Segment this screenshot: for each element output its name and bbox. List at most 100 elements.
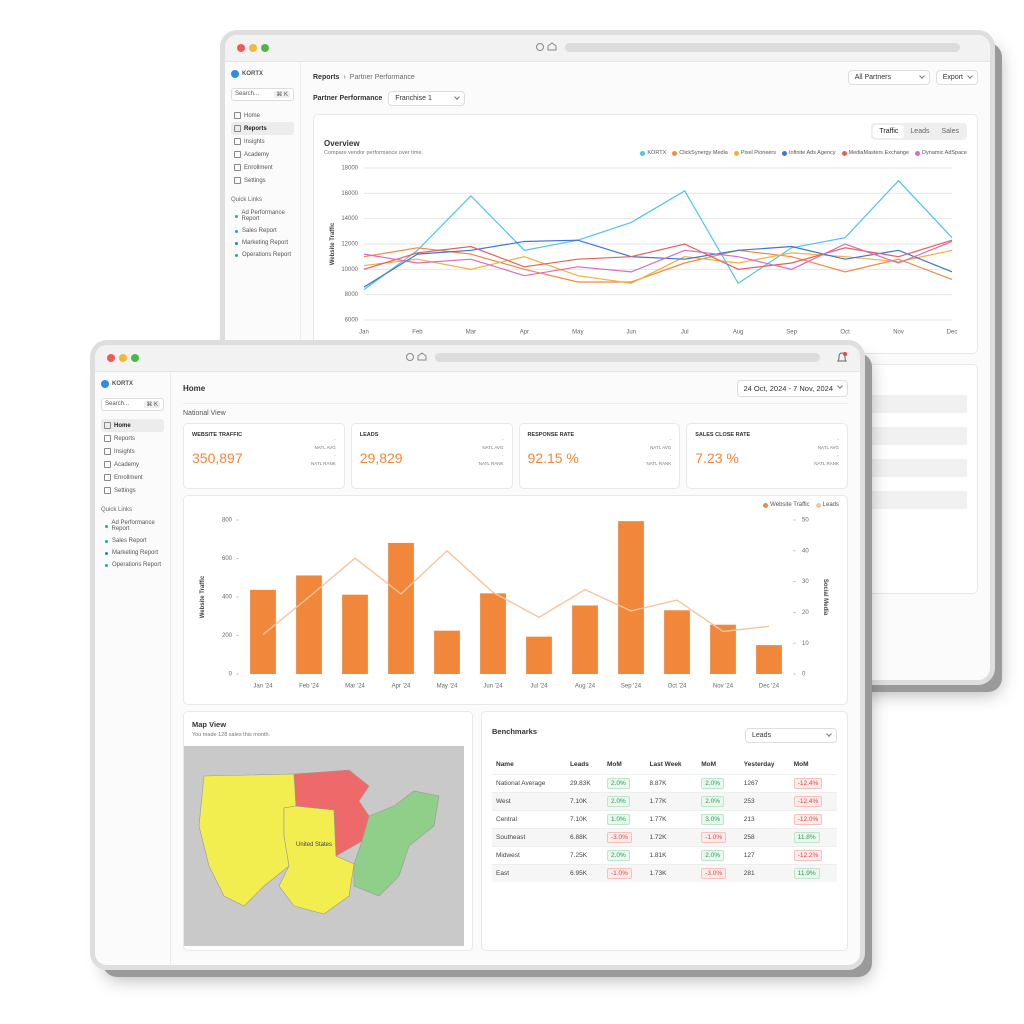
- nav-item[interactable]: Home: [101, 419, 164, 432]
- quick-link[interactable]: Ad Performance Report: [231, 207, 294, 225]
- header-actions: All Partners Export: [847, 70, 978, 85]
- logo-icon: [101, 380, 109, 388]
- table-header[interactable]: Yesterday: [743, 761, 775, 768]
- chart-subtitle: Compare vendor performance over time.: [324, 150, 424, 156]
- bar: [572, 605, 598, 674]
- breadcrumb-item[interactable]: Reports: [313, 74, 340, 81]
- y-tick-label: 600: [222, 556, 233, 562]
- nav-label: Insights: [244, 138, 265, 145]
- legend: KORTX ClickSynergy Media Pixel Pioneers Inf…: [640, 150, 967, 156]
- bar-line-chart: Website Traffic Social Media0200400600800…: [200, 518, 828, 690]
- quick-link-label: Sales Report: [242, 228, 277, 234]
- table-row: Southeast 6.88K -3.0% 1.72K -1.0% 258 11.8%: [492, 828, 837, 847]
- y2-tick-label: 50: [802, 518, 809, 524]
- notification-bell[interactable]: [836, 351, 848, 365]
- nav-item[interactable]: Academy: [101, 458, 164, 471]
- kpi-sub-item: NATL AVG: [482, 445, 504, 450]
- change-pill: -12.4%: [793, 778, 823, 789]
- table-header[interactable]: MoM: [793, 761, 809, 768]
- quick-link[interactable]: Marketing Report: [231, 237, 294, 249]
- partner-dropdown[interactable]: All Partners: [847, 70, 930, 85]
- url-bar[interactable]: [435, 353, 820, 362]
- quick-link-label: Ad Performance Report: [111, 520, 155, 532]
- nav-item[interactable]: Academy: [231, 148, 294, 161]
- nav-item[interactable]: Settings: [101, 484, 164, 497]
- maximize-button[interactable]: [131, 354, 139, 362]
- franchise-dropdown[interactable]: Franchise 1: [388, 91, 466, 106]
- kpi-card: WEBSITE TRAFFIC 350,897 - NATL AVG - NATL RAN…: [183, 423, 345, 489]
- date-range-dropdown[interactable]: 24 Oct, 2024 - 7 Nov, 2024: [736, 380, 848, 397]
- benchmarks-table: Name Leads MoM Last Week MoM Yesterday MoM Nati…: [492, 755, 837, 882]
- nav-item[interactable]: Enrollment: [231, 161, 294, 174]
- cell-text: 1.77K: [649, 798, 667, 805]
- nav-item[interactable]: Reports: [101, 432, 164, 445]
- card-header: Overview Compare vendor performance over…: [324, 123, 967, 156]
- minimize-button[interactable]: [249, 44, 257, 52]
- close-button[interactable]: [237, 44, 245, 52]
- change-pill: -3.0%: [701, 868, 727, 879]
- y2-tick-label: 0: [802, 672, 806, 678]
- search-box[interactable]: Search... ⌘ K: [231, 88, 294, 101]
- change-pill: -1.0%: [606, 868, 632, 879]
- table-header[interactable]: Leads: [570, 761, 589, 768]
- table-header[interactable]: Last Week: [649, 761, 682, 768]
- table-cell: -12.0%: [789, 810, 837, 829]
- nav-item[interactable]: Insights: [101, 445, 164, 458]
- export-button[interactable]: Export: [935, 70, 978, 85]
- table-cell: 3.0%: [697, 810, 740, 829]
- table-cell: 127: [739, 846, 790, 865]
- quick-link-dot: [235, 229, 238, 233]
- x-tick-label: Jun: [626, 330, 636, 336]
- nav-item[interactable]: Settings: [231, 174, 294, 187]
- region-central: [278, 805, 355, 915]
- kpi-sub-item: -: [669, 437, 672, 442]
- quick-link-label: Operations Report: [112, 562, 162, 568]
- x-tick-label: May '24: [437, 684, 458, 690]
- metric-dropdown[interactable]: Leads: [745, 728, 837, 743]
- tab[interactable]: Traffic: [873, 125, 905, 138]
- search-box[interactable]: Search... ⌘ K: [101, 398, 164, 411]
- close-button[interactable]: [107, 354, 115, 362]
- quick-link[interactable]: Ad Performance Report: [101, 517, 164, 535]
- table-header[interactable]: MoM: [701, 761, 716, 768]
- kpi-sub-item: -: [669, 453, 672, 458]
- nav-icon: [234, 112, 241, 119]
- quick-link-dot: [105, 524, 108, 528]
- table-cell: 1267: [739, 774, 790, 793]
- series-line: [262, 549, 770, 636]
- nav-label: Insights: [114, 448, 135, 455]
- nav-item[interactable]: Enrollment: [101, 471, 164, 484]
- table-header[interactable]: Name: [496, 761, 514, 768]
- y-tick-label: 200: [222, 633, 233, 639]
- quick-link[interactable]: Sales Report: [231, 225, 294, 237]
- tab[interactable]: Leads: [910, 128, 930, 135]
- quick-link[interactable]: Operations Report: [101, 559, 164, 571]
- kpi-sub: - NATL AVG - NATL RANK: [311, 436, 336, 468]
- x-tick-label: Apr '24: [392, 684, 411, 690]
- table-header[interactable]: MoM: [606, 761, 622, 768]
- y-tick-label: 800: [222, 518, 233, 524]
- x-tick-label: Apr: [520, 330, 529, 336]
- quick-link[interactable]: Marketing Report: [101, 547, 164, 559]
- kpi-value: 7.23 %: [695, 450, 739, 466]
- quick-link-dot: [105, 539, 108, 543]
- nav-icon: [234, 125, 241, 132]
- tab[interactable]: Sales: [941, 128, 959, 135]
- url-bar[interactable]: [565, 43, 960, 52]
- kpi-label: LEADS: [359, 432, 379, 438]
- quick-link[interactable]: Operations Report: [231, 249, 294, 261]
- change-pill: -3.0%: [606, 832, 632, 843]
- cell-text: Midwest: [496, 852, 520, 859]
- maximize-button[interactable]: [261, 44, 269, 52]
- browser-icons: [406, 352, 427, 361]
- nav-item[interactable]: Home: [231, 109, 294, 122]
- nav-item[interactable]: Insights: [231, 135, 294, 148]
- table-cell: 2.0%: [602, 846, 646, 865]
- quick-link[interactable]: Sales Report: [101, 535, 164, 547]
- cell-text: Southeast: [496, 834, 526, 841]
- nav-item[interactable]: Reports: [231, 122, 294, 135]
- minimize-button[interactable]: [119, 354, 127, 362]
- y-tick-label: 6000: [345, 318, 359, 324]
- bar: [618, 521, 644, 674]
- table-cell: 1.81K: [645, 846, 698, 865]
